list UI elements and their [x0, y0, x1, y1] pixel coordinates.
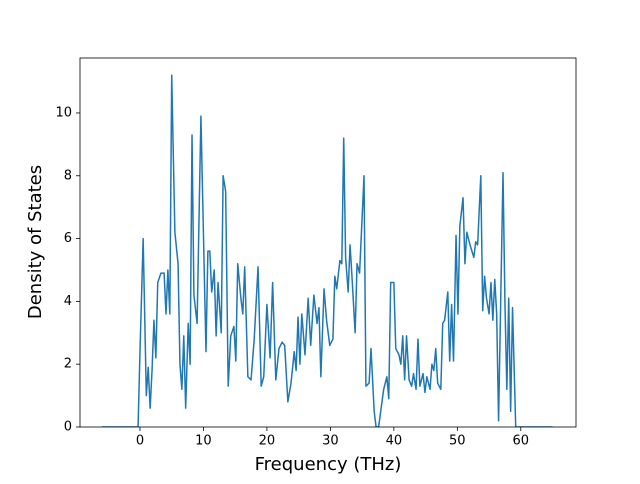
x-tick-label: 50	[449, 434, 466, 449]
y-tick-label: 8	[64, 168, 72, 183]
x-tick-label: 40	[386, 434, 403, 449]
x-tick-label: 10	[195, 434, 212, 449]
x-tick-label: 30	[322, 434, 339, 449]
x-tick-label: 0	[136, 434, 144, 449]
plot-frame	[79, 57, 577, 428]
y-axis-label: Density of States	[25, 165, 46, 319]
line	[101, 74, 553, 427]
y-tick-label: 6	[64, 231, 72, 246]
y-tick-label: 2	[64, 357, 72, 372]
x-axis-label: Frequency (THz)	[255, 454, 402, 475]
x-tick-label: 20	[259, 434, 276, 449]
x-tick-label: 60	[513, 434, 530, 449]
y-tick-label: 0	[64, 420, 72, 435]
y-tick-label: 10	[55, 105, 72, 120]
y-tick-label: 4	[64, 294, 72, 309]
